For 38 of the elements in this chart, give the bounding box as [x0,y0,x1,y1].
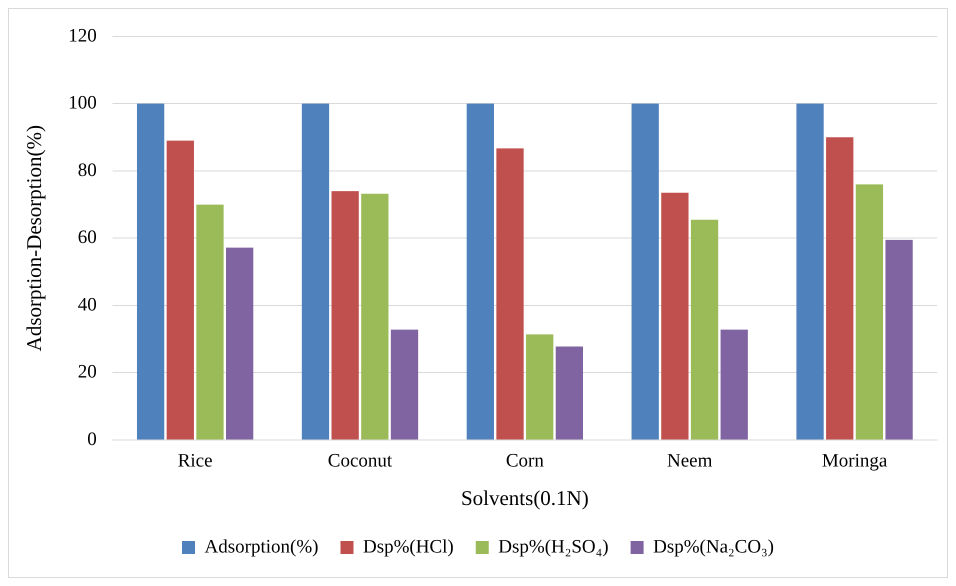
y-tick-label: 60 [78,227,97,248]
y-tick-label: 80 [78,160,97,181]
bar [361,194,388,440]
bar [302,104,330,440]
bar [196,204,224,440]
bar [466,104,494,440]
y-tick-label: 0 [87,428,97,450]
bar [826,137,854,440]
bar [632,104,659,440]
x-tick-label: Corn [506,450,544,472]
x-tick-label: Rice [178,450,213,472]
bar [720,330,748,440]
bar [690,220,718,440]
y-tick-label: 100 [68,92,97,114]
bar [496,148,524,440]
y-tick-label: 40 [78,294,97,316]
bar [226,248,254,440]
y-axis-title: Adsorption-Desorption(%) [22,125,46,352]
bar [856,184,884,440]
bar [390,330,418,440]
bar [661,192,689,440]
x-tick-label: Moringa [822,450,888,472]
legend-label: Adsorption(%) [204,536,318,558]
bar [796,104,824,440]
y-tick-label: 20 [78,362,97,383]
y-tick-label: 120 [68,25,97,46]
bar [885,240,913,440]
legend-label: Dsp%(HCl) [362,536,454,558]
bar [332,191,359,440]
x-axis-title: Solvents(0.1N) [460,486,589,510]
x-tick-label: Neem [667,450,713,472]
bar [556,346,584,440]
legend-label: Dsp%(H₂SO₄) [498,536,609,558]
x-tick-label: Coconut [328,450,393,472]
bar [136,104,164,440]
legend-label: Dsp%(Na₂CO₃) [653,536,774,558]
bar [166,140,194,440]
bar [526,334,554,440]
